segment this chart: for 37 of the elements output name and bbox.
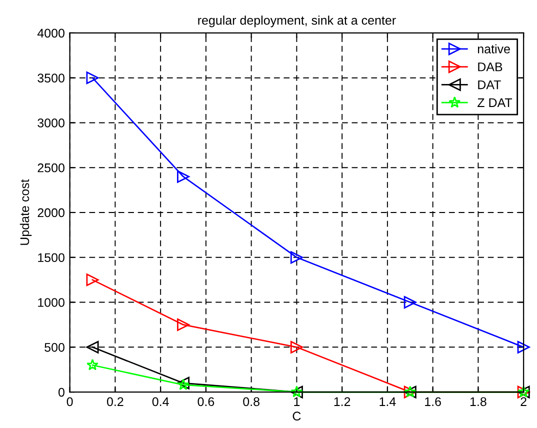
point <box>177 318 190 331</box>
x-tick-label: 1.4 <box>380 397 396 406</box>
point <box>86 72 99 84</box>
point <box>86 358 98 370</box>
y-tick-label: 1000 <box>38 298 64 307</box>
point <box>177 170 190 183</box>
point <box>290 251 303 264</box>
y-axis-title: Update cost <box>20 179 32 245</box>
chart-title: regular deployment, sink at a center <box>198 16 396 28</box>
x-tick-label: 0.6 <box>198 397 214 406</box>
y-tick-label: 500 <box>44 342 64 352</box>
x-tick-label: 1 <box>294 397 300 406</box>
x-tick-label: 0 <box>66 397 73 406</box>
point <box>290 340 303 354</box>
x-axis-title: C <box>292 412 301 421</box>
y-tick-label: 3000 <box>38 118 64 128</box>
x-tick-label: 0.8 <box>243 397 260 406</box>
point <box>517 340 530 354</box>
x-tick-label: 1.6 <box>425 397 441 406</box>
x-tick-label: 0.2 <box>106 397 124 406</box>
legend-label: Z DAT <box>478 98 512 107</box>
x-tick-label: 1.8 <box>470 397 486 406</box>
y-tick-label: 2500 <box>38 163 64 172</box>
x-tick-label: 0.4 <box>152 397 169 406</box>
x-tick-label: 1.2 <box>334 397 350 406</box>
y-tick-label: 1500 <box>38 253 64 262</box>
y-tick-label: 4000 <box>37 28 64 38</box>
point <box>404 296 416 309</box>
y-tick-label: 2000 <box>38 208 64 218</box>
point <box>86 274 99 286</box>
x-tick-label: 2 <box>520 397 526 406</box>
y-tick-label: 3500 <box>38 74 64 82</box>
legend-label: DAT <box>478 80 501 90</box>
y-tick-label: 0 <box>58 388 64 397</box>
legend-label: native <box>478 44 510 54</box>
legend-label: DAB <box>478 62 502 72</box>
point <box>86 340 99 354</box>
